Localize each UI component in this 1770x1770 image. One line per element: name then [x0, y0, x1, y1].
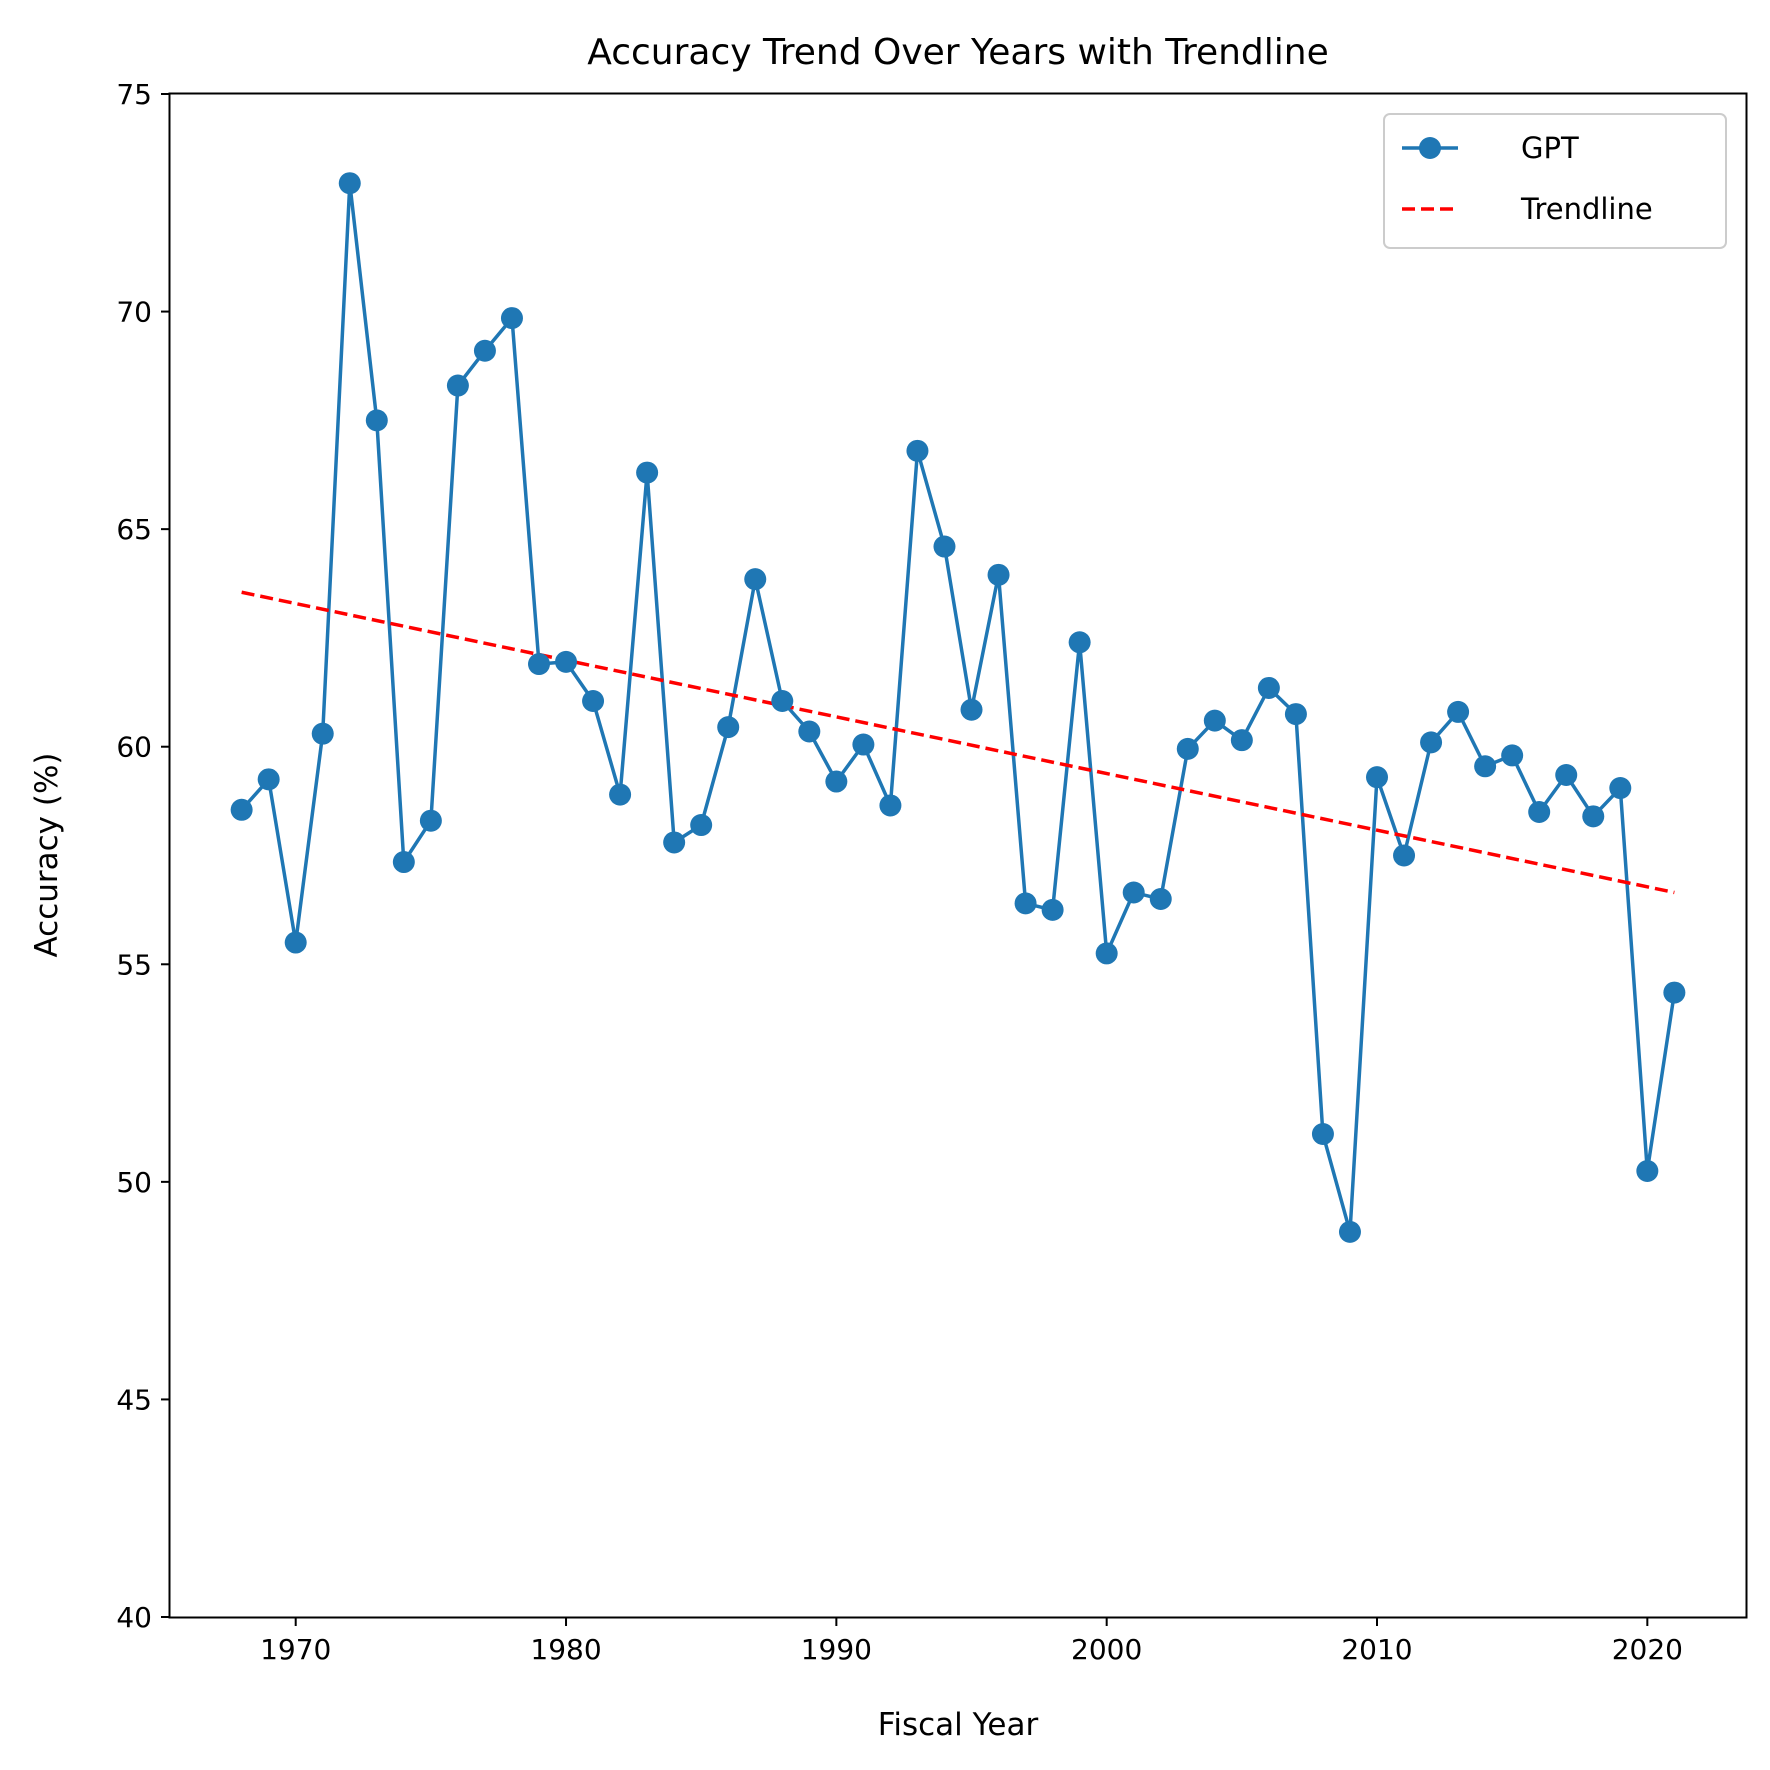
chart-title: Accuracy Trend Over Years with Trendline	[587, 32, 1329, 73]
gpt-data-point	[1149, 888, 1172, 911]
gpt-data-point	[446, 374, 469, 397]
gpt-data-point	[338, 172, 361, 195]
gpt-data-point	[1041, 898, 1064, 921]
gpt-data-point	[1609, 777, 1632, 800]
axes: 1970 1980 1990 2000 2010 2020 40 45 50 55 60 65 70 7…	[29, 78, 1748, 1743]
gpt-data-point	[1474, 755, 1497, 778]
x-tick-label: 2000	[1071, 1633, 1142, 1666]
gpt-data-point	[852, 733, 875, 756]
gpt-data-point	[500, 307, 523, 330]
gpt-data-point	[636, 461, 659, 484]
gpt-data-point	[1068, 631, 1091, 654]
gpt-data-point	[825, 770, 848, 793]
gpt-data-point	[717, 716, 740, 739]
y-tick-label: 65	[116, 513, 152, 546]
x-tick-label: 2010	[1341, 1633, 1412, 1666]
gpt-data-point	[1501, 744, 1524, 767]
gpt-data-point	[933, 535, 956, 558]
gpt-data-point	[1230, 729, 1253, 752]
gpt-data-point	[609, 783, 632, 806]
gpt-data-point	[663, 831, 686, 854]
gpt-data-point	[1393, 844, 1416, 867]
legend-gpt-label: GPT	[1521, 131, 1579, 165]
legend: GPT Trendline	[1383, 113, 1727, 249]
x-tick-label: 1990	[801, 1633, 872, 1666]
y-tick-label: 45	[116, 1383, 152, 1416]
plot-area	[230, 172, 1686, 1243]
gpt-data-point	[230, 798, 253, 821]
gpt-data-point	[1420, 731, 1443, 754]
y-axis-label: Accuracy (%)	[29, 752, 65, 957]
gpt-data-point	[906, 439, 929, 462]
gpt-data-point	[1663, 981, 1686, 1004]
gpt-data-point	[1582, 805, 1605, 828]
legend-trendline-label: Trendline	[1520, 192, 1653, 226]
gpt-data-point	[284, 931, 307, 954]
y-tick-label: 50	[116, 1166, 152, 1199]
gpt-data-point	[473, 339, 496, 362]
gpt-data-point	[1366, 766, 1389, 789]
gpt-data-point	[527, 653, 550, 676]
gpt-data-point	[1338, 1220, 1361, 1243]
gpt-data-point	[1636, 1159, 1659, 1182]
gpt-data-point	[1284, 703, 1307, 726]
gpt-data-point	[311, 722, 334, 745]
gpt-data-point	[555, 650, 578, 673]
gpt-data-point	[960, 698, 983, 721]
gpt-data-point	[257, 768, 280, 791]
x-tick-label: 1980	[530, 1633, 601, 1666]
y-tick-label: 60	[116, 731, 152, 764]
gpt-data-point	[365, 409, 388, 432]
trendline	[241, 590, 1675, 895]
gpt-data-point	[744, 568, 767, 591]
gpt-data-point	[392, 851, 415, 874]
plot-frame	[168, 92, 1748, 1619]
gpt-data-point	[690, 814, 713, 837]
legend-box	[1383, 113, 1727, 249]
gpt-data-point	[1122, 881, 1145, 904]
gpt-data-point	[987, 563, 1010, 586]
gpt-data-point	[1257, 676, 1280, 699]
legend-gpt-marker	[1419, 137, 1441, 159]
gpt-data-point	[1555, 763, 1578, 786]
y-axis-ticks: 40 45 50 55 60 65 70 75	[116, 78, 170, 1634]
y-tick-label: 70	[116, 296, 152, 329]
gpt-data-point	[1176, 737, 1199, 760]
gpt-data-point	[879, 794, 902, 817]
x-tick-label: 1970	[260, 1633, 331, 1666]
gpt-data-point	[582, 690, 605, 713]
x-tick-label: 2020	[1612, 1633, 1683, 1666]
x-axis-ticks: 1970 1980 1990 2000 2010 2020	[260, 1617, 1683, 1666]
gpt-data-point	[1447, 700, 1470, 723]
gpt-data-point	[798, 720, 821, 743]
y-tick-label: 75	[116, 78, 152, 111]
gpt-data-point	[771, 690, 794, 713]
gpt-data-point	[1311, 1122, 1334, 1145]
gpt-data-point	[1203, 709, 1226, 732]
gpt-data-point	[1528, 800, 1551, 823]
gpt-data-point	[1014, 892, 1037, 915]
y-tick-label: 55	[116, 948, 152, 981]
y-tick-label: 40	[116, 1601, 152, 1634]
gpt-data-point	[419, 809, 442, 832]
gpt-data-point	[1095, 942, 1118, 965]
x-axis-label: Fiscal Year	[878, 1707, 1039, 1743]
